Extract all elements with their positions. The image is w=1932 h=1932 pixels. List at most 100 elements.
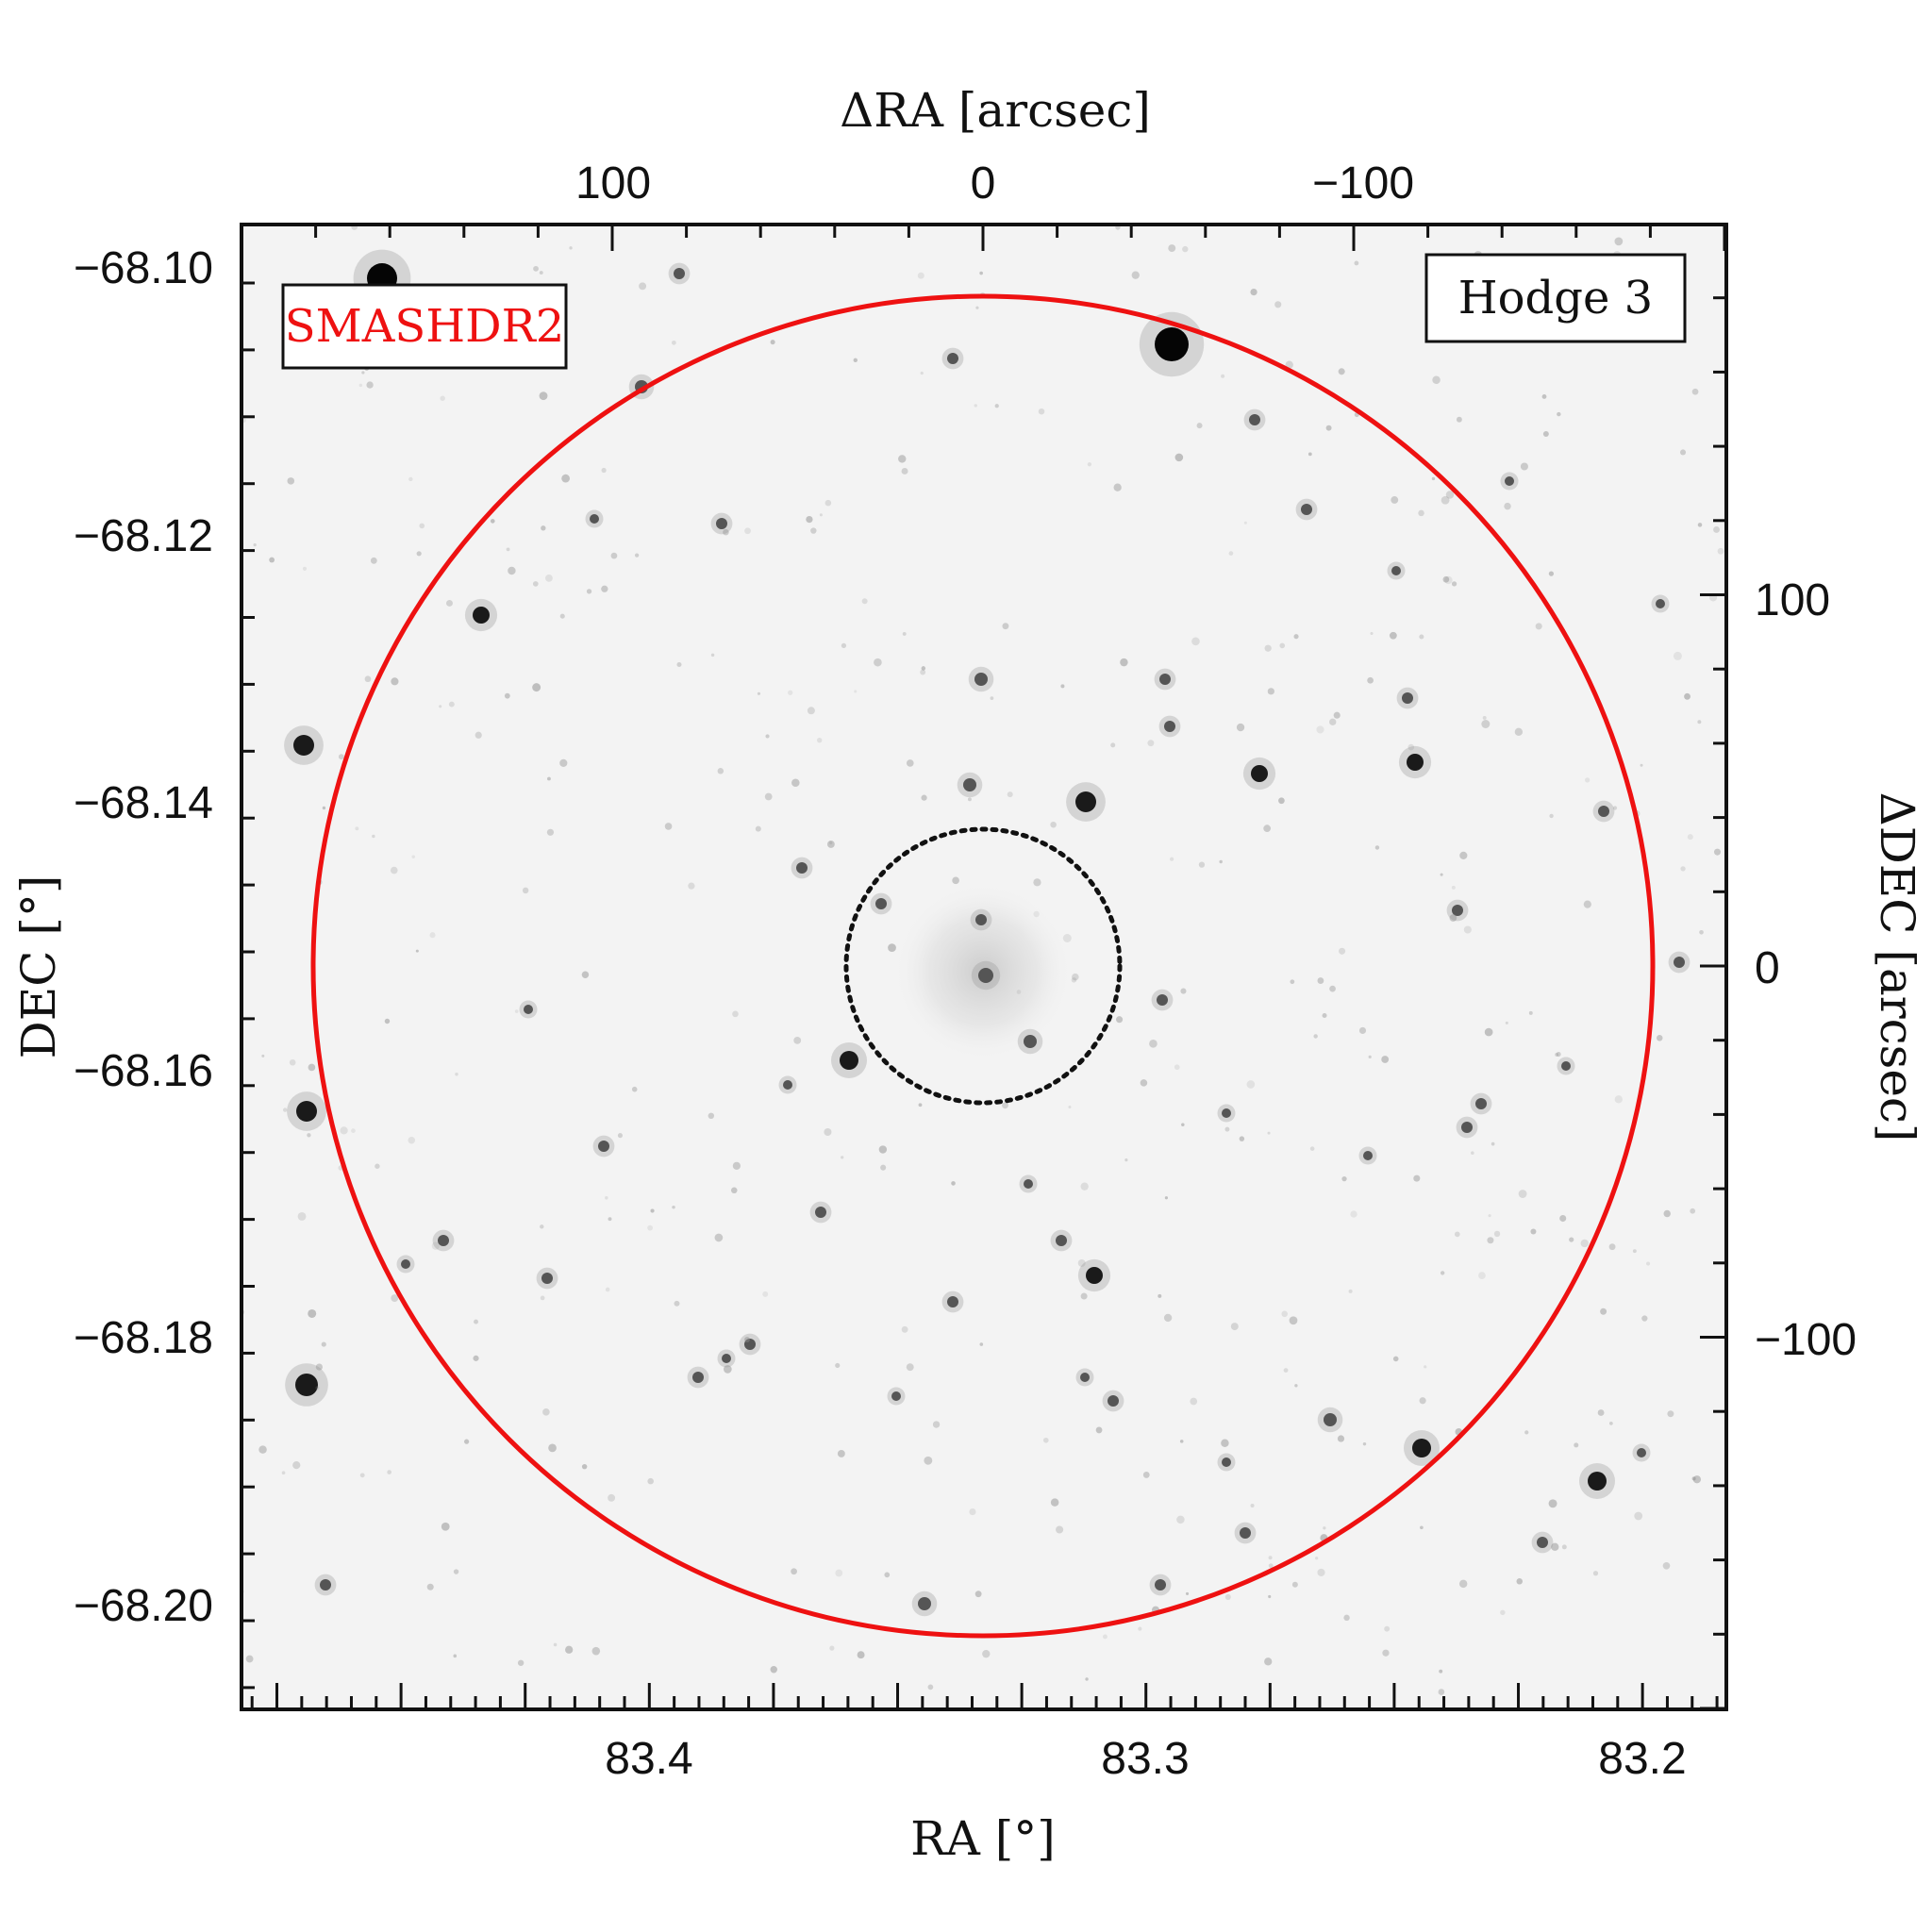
star — [1461, 1122, 1473, 1133]
faint-star — [1524, 1430, 1529, 1435]
faint-star — [1442, 575, 1450, 583]
star — [1674, 957, 1685, 968]
faint-star — [315, 1363, 323, 1371]
faint-star — [861, 598, 868, 605]
bottom-tick-label: 83.2 — [1598, 1734, 1686, 1784]
left-axis-title: DEC [°] — [11, 875, 66, 1059]
faint-star — [1116, 1016, 1124, 1024]
faint-star — [1556, 1051, 1561, 1058]
star — [1155, 1579, 1166, 1591]
star — [401, 1259, 410, 1269]
faint-star — [391, 1294, 399, 1303]
faint-star — [1264, 644, 1272, 652]
faint-star — [1190, 1397, 1198, 1406]
faint-star — [1033, 910, 1040, 918]
faint-star — [1329, 985, 1336, 992]
faint-star — [650, 1208, 655, 1213]
faint-star — [1634, 1511, 1643, 1521]
faint-star — [1056, 1525, 1064, 1534]
faint-star — [765, 734, 770, 739]
star — [590, 514, 599, 524]
faint-star — [1341, 1176, 1347, 1182]
star — [1452, 905, 1463, 916]
faint-star — [1583, 900, 1591, 908]
star — [978, 968, 993, 983]
faint-star — [952, 876, 959, 885]
faint-star — [1317, 977, 1324, 984]
faint-star — [793, 1036, 802, 1044]
faint-star — [1548, 571, 1555, 576]
faint-star — [824, 1127, 832, 1136]
star — [1324, 1413, 1337, 1426]
faint-star — [1420, 1525, 1424, 1530]
faint-star — [1392, 1356, 1399, 1362]
faint-star — [1350, 1210, 1357, 1218]
faint-star — [1168, 244, 1176, 253]
faint-star — [1614, 237, 1624, 246]
faint-star — [553, 1642, 558, 1647]
faint-star — [361, 371, 365, 375]
faint-star — [1313, 1034, 1318, 1039]
faint-star — [764, 792, 773, 801]
star — [1251, 765, 1268, 782]
faint-star — [441, 1522, 450, 1531]
faint-star — [1170, 857, 1174, 861]
faint-star — [714, 1233, 724, 1242]
faint-star — [391, 677, 399, 686]
faint-star — [1250, 1504, 1255, 1508]
faint-star — [1016, 990, 1022, 994]
star — [1475, 1098, 1487, 1109]
faint-star — [1142, 1471, 1150, 1478]
star — [1656, 599, 1665, 608]
faint-star — [1382, 1649, 1390, 1657]
faint-star — [1071, 977, 1077, 983]
faint-star — [1196, 423, 1203, 429]
faint-star — [1095, 1426, 1103, 1434]
faint-star — [901, 1325, 908, 1333]
faint-star — [1500, 1609, 1506, 1616]
faint-star — [359, 1473, 365, 1478]
faint-star — [581, 1463, 588, 1470]
faint-star — [982, 1650, 991, 1658]
faint-star — [539, 271, 543, 275]
faint-star — [1038, 408, 1045, 415]
faint-star — [1697, 720, 1702, 724]
faint-star — [1315, 1557, 1319, 1560]
faint-star — [730, 1187, 738, 1194]
faint-star — [1368, 1055, 1372, 1058]
faint-star — [1278, 797, 1285, 805]
faint-star — [1592, 1571, 1599, 1576]
faint-star — [1713, 848, 1722, 856]
top-axis-title: ΔRA [arcsec] — [840, 83, 1151, 138]
faint-star — [1662, 1561, 1671, 1570]
faint-star — [608, 1217, 612, 1222]
faint-star — [586, 589, 592, 594]
faint-star — [1250, 288, 1257, 296]
faint-star — [1542, 431, 1549, 437]
faint-star — [1329, 718, 1337, 726]
faint-star — [545, 574, 553, 582]
faint-star — [826, 841, 835, 848]
faint-star — [1072, 973, 1079, 981]
star — [1249, 414, 1260, 425]
faint-star — [841, 642, 847, 648]
faint-star — [297, 1211, 307, 1221]
cluster-radius-circle — [843, 826, 1123, 1106]
faint-star — [1149, 1040, 1158, 1048]
faint-star — [261, 1054, 265, 1058]
star — [1056, 1235, 1067, 1246]
faint-star — [289, 1058, 296, 1066]
star — [438, 1235, 449, 1246]
faint-star — [710, 653, 715, 658]
faint-star — [446, 599, 453, 607]
faint-star — [1505, 1021, 1508, 1024]
faint-star — [1614, 1095, 1623, 1104]
left-tick-label: −68.14 — [74, 778, 213, 828]
faint-star — [902, 631, 907, 636]
faint-star — [546, 828, 555, 836]
faint-star — [920, 371, 924, 375]
faint-star — [1370, 631, 1374, 636]
faint-star — [1263, 824, 1272, 833]
faint-star — [322, 806, 326, 810]
faint-star — [1482, 716, 1487, 720]
